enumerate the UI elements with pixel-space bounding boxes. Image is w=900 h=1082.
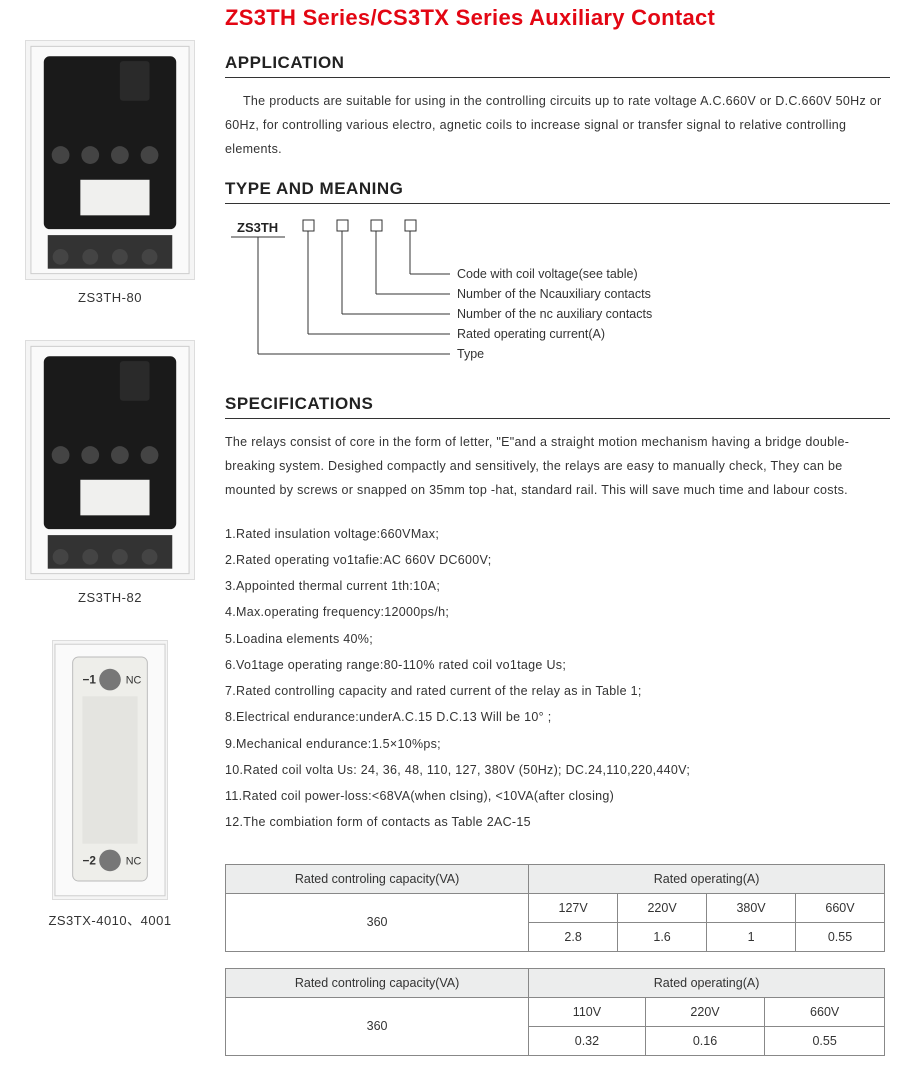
spec-item: 5.Loadina elements 40%;	[225, 626, 900, 652]
svg-text:−1: −1	[82, 674, 96, 687]
spec-item: 2.Rated operating vo1tafie:AC 660V DC600…	[225, 547, 900, 573]
spec-item: 7.Rated controlling capacity and rated c…	[225, 678, 900, 704]
product-label: ZS3TX-4010、4001	[48, 910, 171, 929]
table-cell: 220V	[618, 893, 707, 922]
section-heading-application: APPLICATION	[225, 53, 890, 78]
content-area: ZS3TH Series/CS3TX Series Auxiliary Cont…	[215, 0, 900, 1082]
table-cell: 1.6	[618, 922, 707, 951]
spec-intro: The relays consist of core in the form o…	[225, 431, 890, 502]
type-explain-1: Number of the Ncauxiliary contacts	[457, 287, 651, 301]
table-cell: 1	[707, 922, 796, 951]
svg-text:NC: NC	[126, 855, 142, 867]
table-header: Rated controling capacity(VA)	[226, 968, 529, 997]
table-cell: 360	[226, 997, 529, 1055]
table-header: Rated operating(A)	[529, 968, 885, 997]
spec-item: 8.Electrical endurance:underA.C.15 D.C.1…	[225, 704, 900, 730]
type-prefix-label: ZS3TH	[237, 220, 278, 235]
table-cell: 0.32	[529, 1026, 646, 1055]
spec-item: 4.Max.operating frequency:12000ps/h;	[225, 599, 900, 625]
table-cell: 0.16	[645, 1026, 765, 1055]
svg-text:−2: −2	[82, 854, 96, 867]
spec-table-1: Rated controling capacity(VA) Rated oper…	[225, 864, 885, 952]
spec-item: 11.Rated coil power-loss:<68VA(when clsi…	[225, 783, 900, 809]
product-block: −1 NC −2 NC ZS3TX-4010、4001	[48, 640, 171, 929]
table-header: Rated operating(A)	[529, 864, 885, 893]
table-cell: 360	[226, 893, 529, 951]
product-sidebar: ZS3TH-80 ZS3TH-82	[0, 0, 215, 1082]
spec-table-2: Rated controling capacity(VA) Rated oper…	[225, 968, 885, 1056]
table-cell: 0.55	[765, 1026, 885, 1055]
product-label: ZS3TH-80	[78, 290, 142, 305]
spec-item: 1.Rated insulation voltage:660VMax;	[225, 521, 900, 547]
section-heading-type: TYPE AND MEANING	[225, 179, 890, 204]
table-cell: 380V	[707, 893, 796, 922]
page-title: ZS3TH Series/CS3TX Series Auxiliary Cont…	[225, 5, 900, 31]
spec-item: 6.Vo1tage operating range:80-110% rated …	[225, 652, 900, 678]
svg-text:NC: NC	[126, 675, 142, 687]
spec-item: 9.Mechanical endurance:1.5×10%ps;	[225, 731, 900, 757]
type-explain-2: Number of the nc auxiliary contacts	[457, 307, 652, 321]
product-image	[25, 340, 195, 580]
type-meaning-diagram: ZS3TH Code with coil voltage(see table) …	[225, 216, 890, 372]
type-diagram-svg: ZS3TH Code with coil voltage(see table) …	[225, 214, 785, 369]
tables-container: Rated controling capacity(VA) Rated oper…	[225, 864, 890, 1056]
table-header: Rated controling capacity(VA)	[226, 864, 529, 893]
product-block: ZS3TH-80	[25, 40, 195, 305]
table-cell: 660V	[796, 893, 885, 922]
table-cell: 660V	[765, 997, 885, 1026]
spec-list: 1.Rated insulation voltage:660VMax;2.Rat…	[225, 521, 900, 836]
section-heading-spec: SPECIFICATIONS	[225, 394, 890, 419]
type-explain-0: Code with coil voltage(see table)	[457, 267, 638, 281]
table-cell: 127V	[529, 893, 618, 922]
product-label: ZS3TH-82	[78, 590, 142, 605]
product-block: ZS3TH-82	[25, 340, 195, 605]
type-explain-3: Rated operating current(A)	[457, 327, 605, 341]
product-image: −1 NC −2 NC	[52, 640, 168, 900]
table-cell: 0.55	[796, 922, 885, 951]
spec-item: 12.The combiation form of contacts as Ta…	[225, 809, 900, 835]
table-cell: 110V	[529, 997, 646, 1026]
type-explain-4: Type	[457, 347, 484, 361]
spec-item: 10.Rated coil volta Us: 24, 36, 48, 110,…	[225, 757, 900, 783]
spec-item: 3.Appointed thermal current 1th:10A;	[225, 573, 900, 599]
application-text: The products are suitable for using in t…	[225, 90, 890, 161]
product-image	[25, 40, 195, 280]
table-cell: 220V	[645, 997, 765, 1026]
table-cell: 2.8	[529, 922, 618, 951]
